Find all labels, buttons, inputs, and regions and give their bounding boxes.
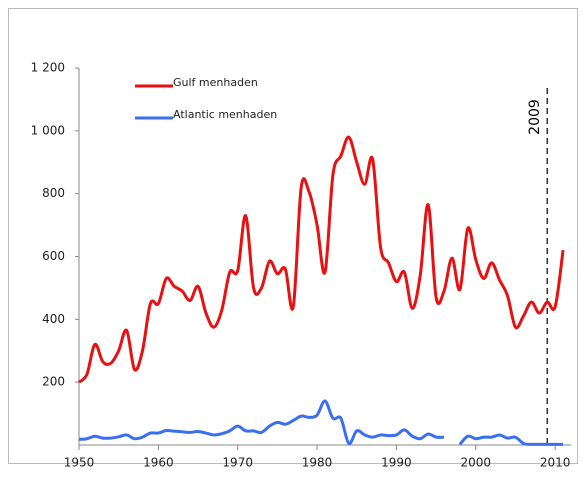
series-line (458, 433, 564, 446)
x-tick-label: 1980 (302, 456, 333, 470)
y-tick-label: 1 000 (31, 123, 65, 137)
y-tick-label: 200 (42, 375, 65, 389)
x-tick-label: 1960 (143, 456, 174, 470)
y-tick-label: 400 (42, 312, 65, 326)
legend-label: Gulf menhaden (173, 76, 258, 89)
y-tick-label: 800 (42, 186, 65, 200)
x-tick-label: 2000 (461, 456, 492, 470)
y-tick-label: 1 200 (31, 61, 65, 75)
y-tick-label: 600 (42, 249, 65, 263)
series-line (77, 135, 565, 384)
x-tick-label: 1970 (222, 456, 253, 470)
x-tick-label: 1950 (64, 456, 95, 470)
frame (8, 8, 578, 464)
x-tick-label: 2010 (540, 456, 571, 470)
series-line (78, 399, 445, 446)
legend-label: Atlantic menhaden (173, 108, 277, 121)
annotation-label: 2009 (527, 99, 543, 135)
x-tick-label: 1990 (381, 456, 412, 470)
